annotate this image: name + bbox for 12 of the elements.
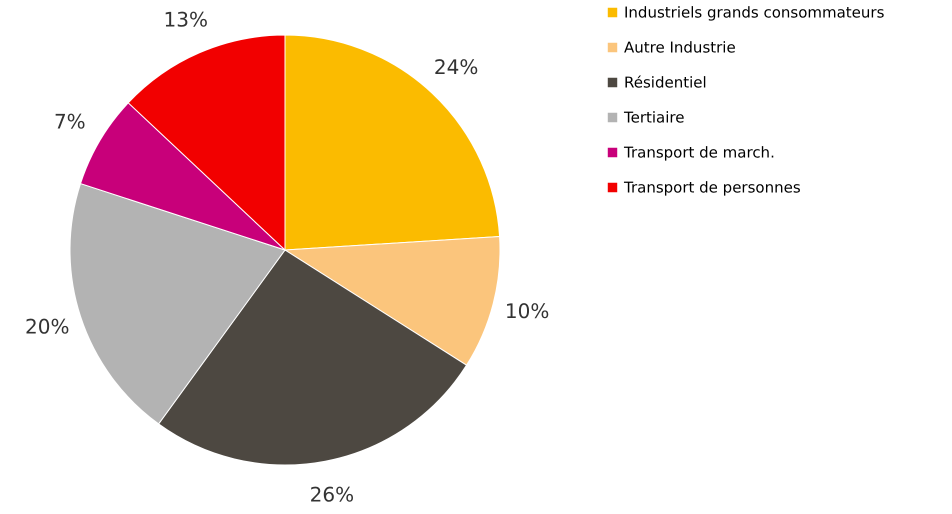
data-label: 13% bbox=[163, 8, 208, 32]
legend-label: Transport de march. bbox=[623, 144, 775, 162]
data-label: 26% bbox=[310, 482, 354, 507]
legend-label: Industriels grands consommateurs bbox=[624, 4, 885, 22]
legend-label: Transport de personnes bbox=[623, 178, 801, 196]
data-label: 10% bbox=[504, 299, 550, 324]
legend-label: Résidentiel bbox=[624, 74, 707, 92]
data-label: 20% bbox=[25, 314, 70, 338]
legend-label: Autre Industrie bbox=[624, 38, 736, 56]
data-label: 24% bbox=[434, 54, 478, 79]
data-label: 7% bbox=[54, 110, 86, 134]
legend-label: Tertiaire bbox=[623, 108, 684, 126]
